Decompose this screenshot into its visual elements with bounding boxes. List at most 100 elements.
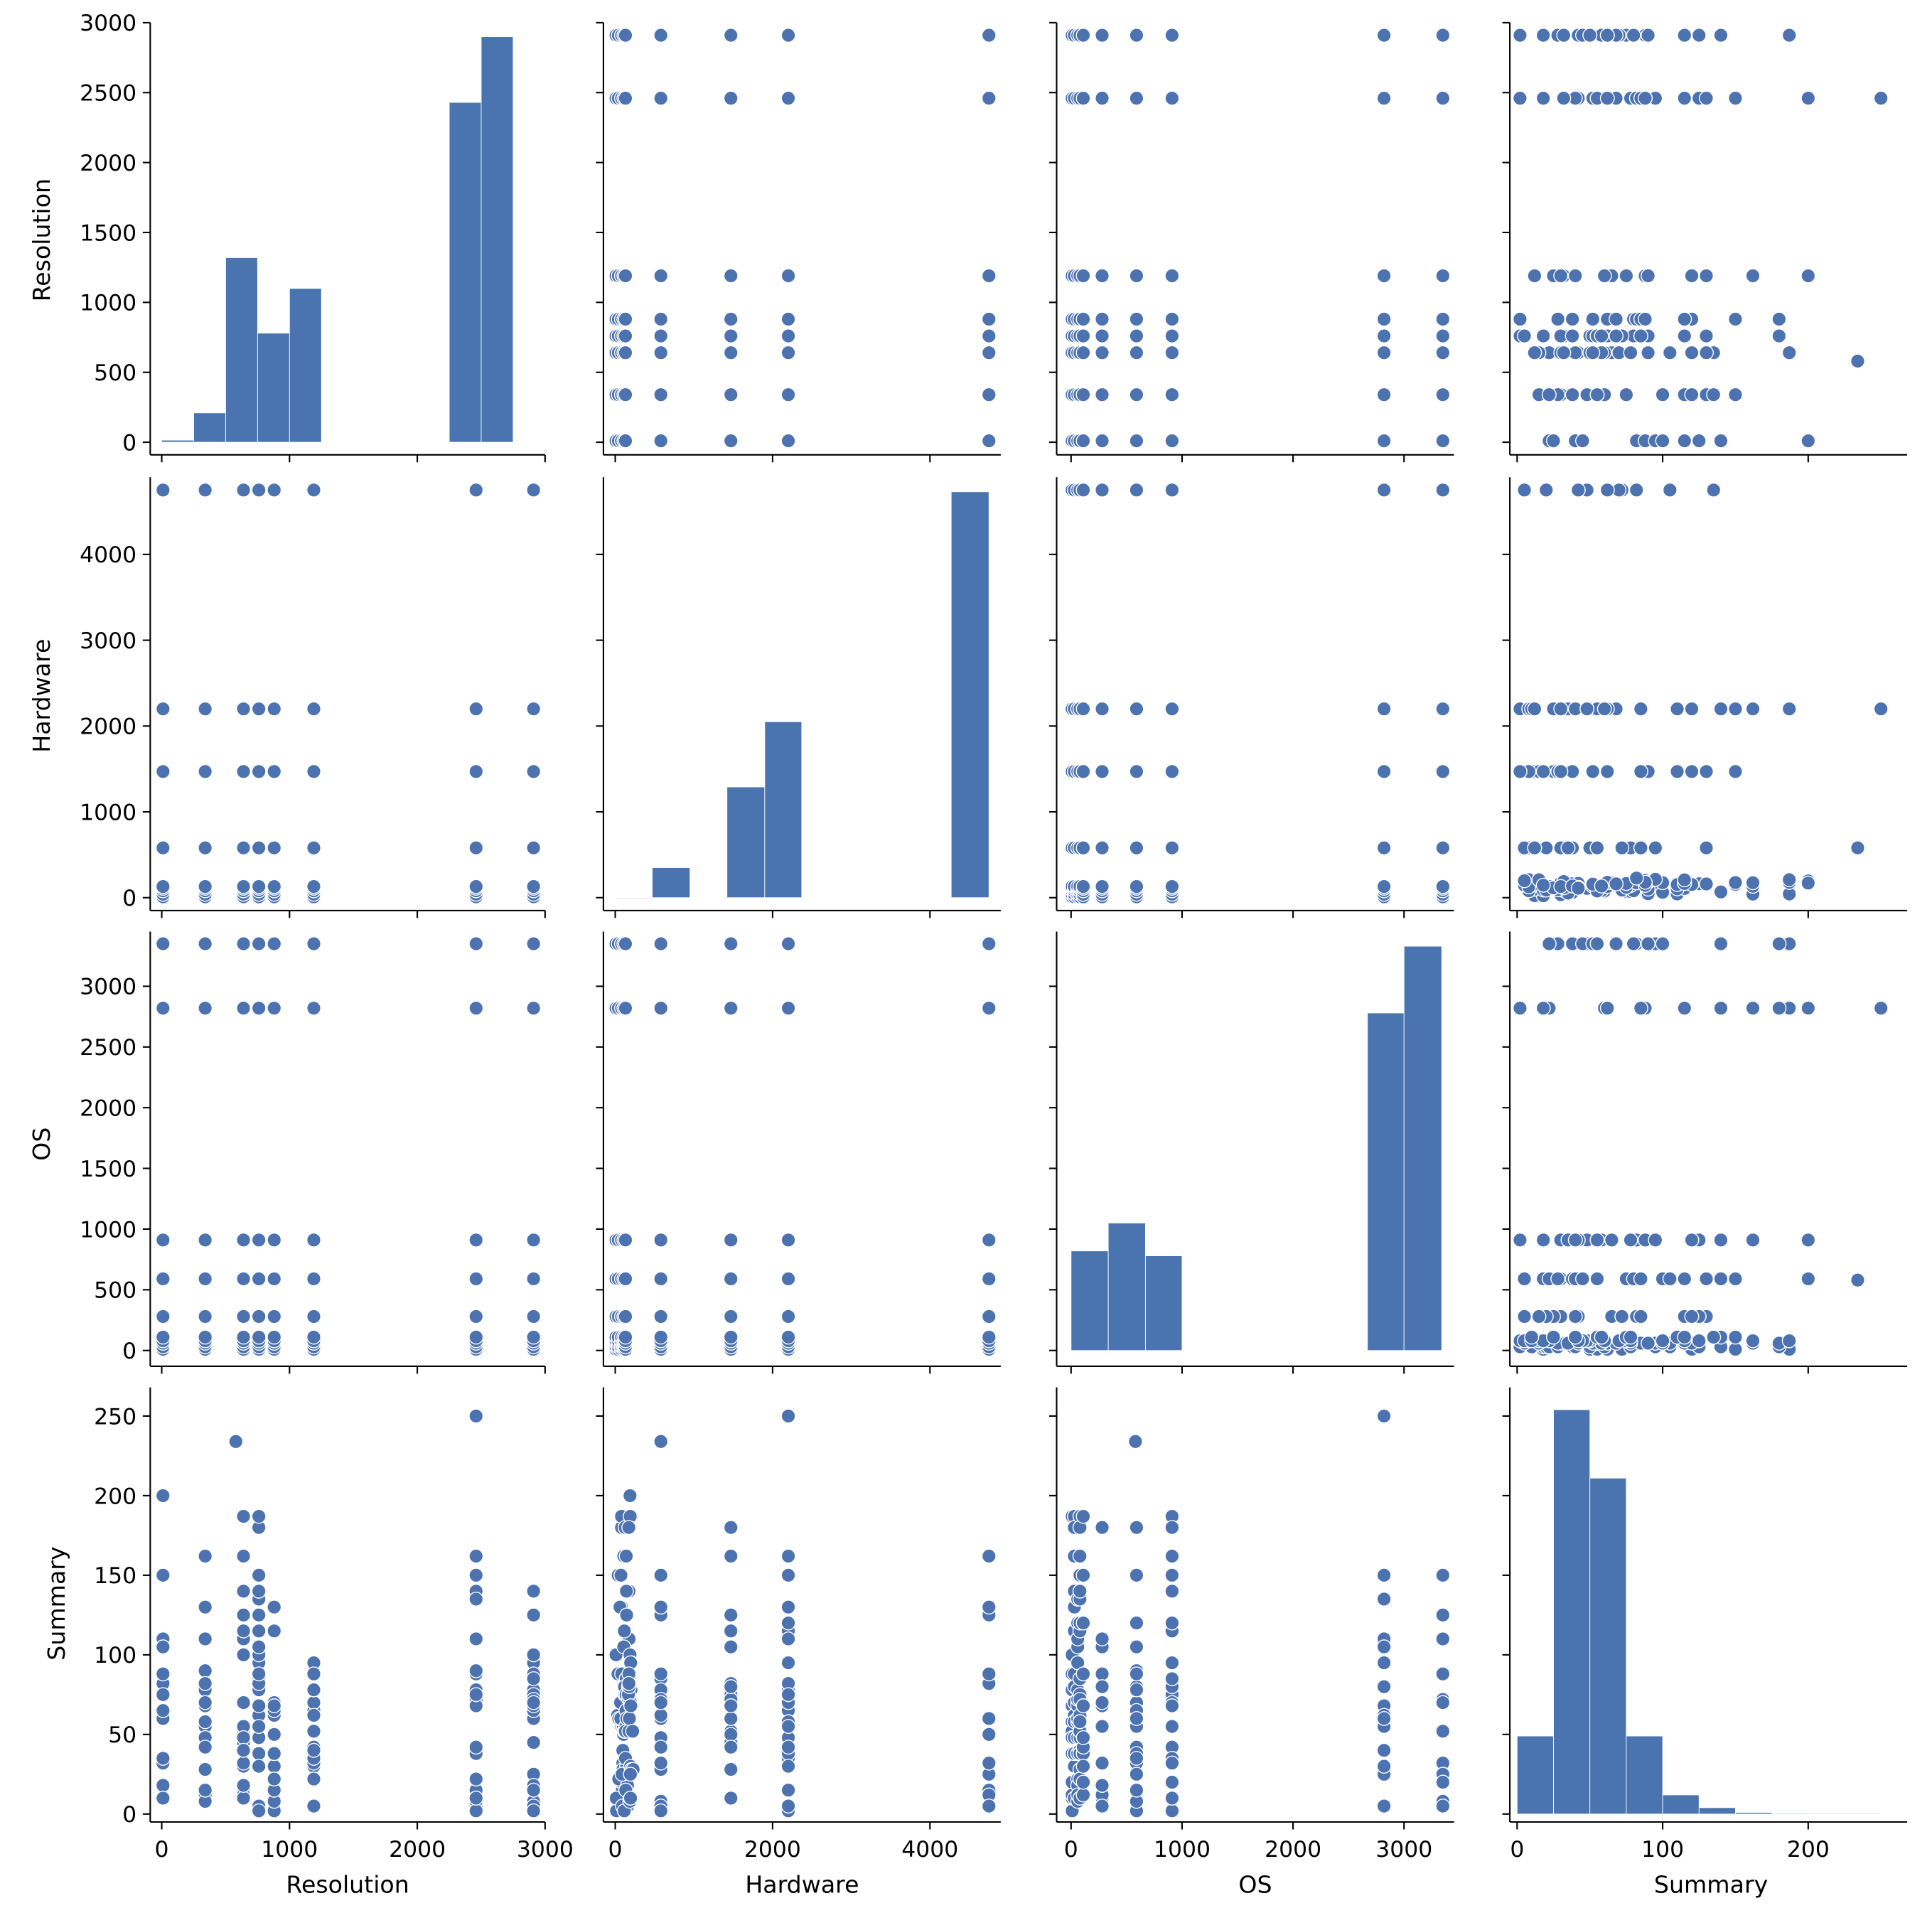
scatter-point-resolution-summary-119 bbox=[1800, 90, 1816, 106]
scatter-point-summary-hardware-131 bbox=[723, 1698, 739, 1714]
scatter-point-resolution-hardware-53 bbox=[723, 268, 739, 284]
scatter-point-summary-resolution-3 bbox=[155, 1703, 171, 1718]
scatter-point-hardware-summary-161 bbox=[1628, 482, 1644, 498]
scatter-point-os-summary-70 bbox=[1691, 1333, 1707, 1349]
scatter-point-resolution-os-32 bbox=[1075, 433, 1091, 449]
scatter-point-hardware-summary-108 bbox=[1633, 840, 1648, 856]
scatter-point-resolution-summary-103 bbox=[1745, 268, 1761, 284]
histogram-bars bbox=[161, 36, 1882, 1815]
scatter-point-os-summary-121 bbox=[1727, 1271, 1743, 1287]
scatter-point-os-hardware-85 bbox=[981, 1309, 997, 1324]
histogram-bar-summary-5 bbox=[1698, 1807, 1736, 1815]
ytick-label-resolution-1500: 1500 bbox=[80, 220, 136, 246]
scatter-point-os-summary-40 bbox=[1641, 1336, 1656, 1351]
scatter-point-hardware-os-87 bbox=[1435, 763, 1451, 779]
scatter-point-resolution-os-47 bbox=[1095, 28, 1110, 43]
scatter-point-summary-hardware-164 bbox=[981, 1666, 997, 1682]
scatter-point-summary-resolution-101 bbox=[306, 1666, 321, 1682]
scatter-point-summary-resolution-7 bbox=[155, 1567, 171, 1583]
scatter-point-resolution-hardware-51 bbox=[723, 328, 739, 344]
scatter-point-summary-resolution-71 bbox=[251, 1607, 267, 1623]
scatter-point-resolution-summary-131 bbox=[1727, 90, 1743, 106]
scatter-point-resolution-summary-100 bbox=[1619, 268, 1634, 284]
scatter-point-os-resolution-16 bbox=[198, 1271, 213, 1287]
scatter-point-hardware-summary-157 bbox=[1633, 701, 1648, 717]
scatter-point-resolution-summary-79 bbox=[1565, 328, 1580, 344]
scatter-point-hardware-summary-90 bbox=[1594, 878, 1609, 894]
scatter-point-os-hardware-89 bbox=[981, 936, 997, 952]
scatter-point-os-summary-184 bbox=[1626, 936, 1641, 952]
scatter-point-hardware-resolution-50 bbox=[306, 840, 321, 856]
scatter-point-os-resolution-14 bbox=[198, 1329, 213, 1345]
scatter-point-summary-hardware-171 bbox=[981, 1599, 997, 1615]
scatter-point-hardware-summary-133 bbox=[1670, 763, 1685, 779]
scatter-point-hardware-summary-149 bbox=[1553, 701, 1569, 717]
scatter-point-os-hardware-87 bbox=[981, 1232, 997, 1248]
histogram-bar-resolution-0 bbox=[161, 439, 194, 443]
scatter-point-resolution-os-75 bbox=[1435, 328, 1451, 344]
scatter-point-os-summary-110 bbox=[1531, 1309, 1547, 1324]
scatter-point-hardware-summary-150 bbox=[1727, 701, 1743, 717]
scatter-point-summary-hardware-104 bbox=[653, 1567, 669, 1583]
scatter-point-hardware-os-60 bbox=[1129, 763, 1144, 779]
scatter-point-hardware-summary-156 bbox=[1579, 701, 1595, 717]
scatter-point-resolution-hardware-42 bbox=[653, 345, 669, 360]
scatter-point-summary-hardware-174 bbox=[780, 1408, 796, 1424]
scatter-point-summary-resolution-45 bbox=[236, 1508, 252, 1524]
scatter-point-summary-resolution-88 bbox=[267, 1746, 282, 1762]
scatter-point-resolution-summary-12 bbox=[1677, 433, 1692, 449]
scatter-point-summary-resolution-47 bbox=[236, 1730, 252, 1745]
scatter-point-os-resolution-57 bbox=[306, 1232, 321, 1248]
scatter-point-summary-os-120 bbox=[1129, 1639, 1144, 1655]
scatter-point-hardware-summary-125 bbox=[1535, 763, 1551, 779]
scatter-point-resolution-hardware-54 bbox=[723, 90, 739, 106]
ytick-label-hardware-1000: 1000 bbox=[80, 800, 136, 825]
scatter-point-os-resolution-56 bbox=[306, 1271, 321, 1287]
scatter-point-resolution-summary-161 bbox=[1850, 353, 1865, 369]
scatter-point-resolution-os-65 bbox=[1376, 387, 1392, 402]
scatter-point-resolution-summary-155 bbox=[1713, 28, 1729, 43]
scatter-point-resolution-hardware-32 bbox=[618, 433, 633, 449]
scatter-point-resolution-summary-68 bbox=[1677, 328, 1692, 344]
histogram-bar-os-0 bbox=[1070, 1250, 1109, 1351]
ytick-label-os-2500: 2500 bbox=[80, 1035, 136, 1061]
scatter-point-resolution-summary-121 bbox=[1699, 90, 1714, 106]
y-axis-label-hardware: Hardware bbox=[28, 639, 55, 753]
scatter-point-os-hardware-66 bbox=[723, 1271, 739, 1287]
scatter-point-hardware-summary-86 bbox=[1727, 874, 1743, 890]
scatter-point-summary-hardware-83 bbox=[622, 1710, 637, 1726]
scatter-point-summary-os-169 bbox=[1376, 1759, 1392, 1774]
scatter-point-summary-resolution-103 bbox=[306, 1772, 321, 1787]
scatter-point-summary-resolution-96 bbox=[306, 1799, 321, 1814]
scatter-point-summary-os-80 bbox=[1075, 1666, 1091, 1682]
scatter-point-os-summary-167 bbox=[1512, 1000, 1528, 1016]
ytick-label-summary-50: 50 bbox=[108, 1722, 136, 1748]
scatter-point-summary-os-118 bbox=[1129, 1520, 1144, 1535]
scatter-point-resolution-summary-31 bbox=[1541, 387, 1557, 402]
scatter-point-summary-hardware-133 bbox=[723, 1679, 739, 1695]
scatter-point-os-summary-169 bbox=[1535, 1000, 1551, 1016]
histogram-bar-summary-6 bbox=[1735, 1812, 1773, 1815]
scatter-point-resolution-summary-93 bbox=[1677, 311, 1692, 327]
scatter-point-resolution-summary-3 bbox=[1800, 433, 1816, 449]
scatter-point-hardware-os-41 bbox=[1075, 840, 1091, 856]
scatter-point-hardware-resolution-23 bbox=[236, 840, 252, 856]
scatter-point-summary-os-106 bbox=[1095, 1719, 1110, 1735]
ytick-label-summary-150: 150 bbox=[94, 1563, 136, 1589]
scatter-point-summary-os-192 bbox=[1376, 1408, 1392, 1424]
scatter-point-resolution-hardware-50 bbox=[723, 345, 739, 360]
scatter-point-summary-resolution-111 bbox=[306, 1682, 321, 1698]
scatter-point-summary-resolution-74 bbox=[251, 1698, 267, 1714]
scatter-point-resolution-summary-92 bbox=[1565, 311, 1580, 327]
scatter-point-summary-hardware-172 bbox=[981, 1799, 997, 1814]
xtick-label-os-0: 0 bbox=[1064, 1837, 1078, 1863]
scatter-point-os-hardware-67 bbox=[723, 1232, 739, 1248]
scatter-point-os-resolution-59 bbox=[306, 936, 321, 952]
scatter-point-hardware-resolution-35 bbox=[251, 482, 267, 498]
histogram-bar-summary-9 bbox=[1844, 1813, 1882, 1815]
scatter-point-summary-resolution-79 bbox=[251, 1803, 267, 1818]
scatter-point-summary-resolution-66 bbox=[251, 1508, 267, 1524]
scatter-point-resolution-summary-94 bbox=[1800, 268, 1816, 284]
scatter-point-resolution-summary-109 bbox=[1699, 268, 1714, 284]
scatter-point-os-resolution-65 bbox=[468, 1309, 484, 1324]
